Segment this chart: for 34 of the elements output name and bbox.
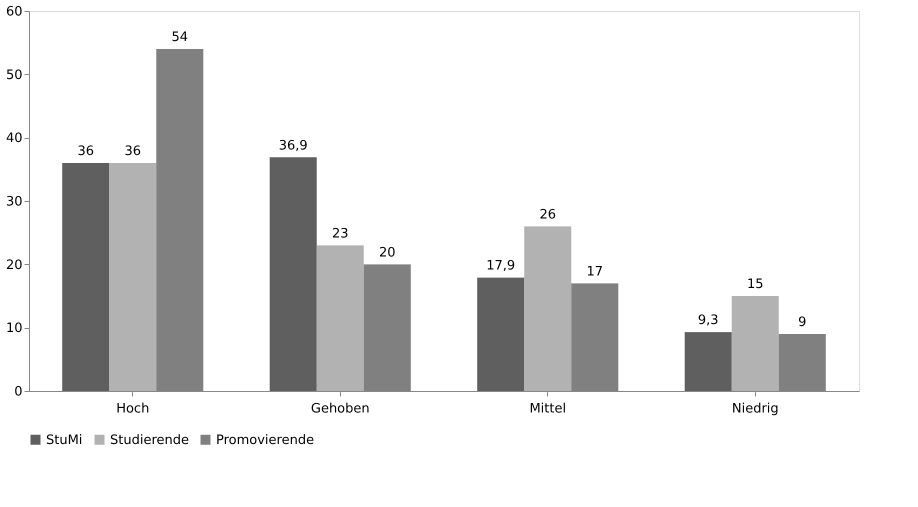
- x-tick-label: Gehoben: [310, 402, 370, 416]
- bar: [524, 226, 572, 391]
- legend-label: Promovierende: [216, 432, 314, 448]
- bar: [732, 296, 779, 391]
- legend-label: StuMi: [46, 432, 82, 448]
- data-label: 36: [77, 144, 94, 159]
- bar: [316, 245, 364, 391]
- data-label: 36: [124, 144, 142, 159]
- data-label: 9: [798, 315, 806, 330]
- legend-label: Studierende: [110, 432, 189, 448]
- data-label: 20: [379, 245, 396, 260]
- x-tick-label: Hoch: [116, 402, 150, 416]
- bar: [477, 278, 524, 391]
- bar: [109, 163, 156, 391]
- x-tick-label: Niedrig: [732, 402, 779, 416]
- y-tick-label: 30: [6, 194, 22, 210]
- y-tick-label: 60: [6, 4, 22, 20]
- data-label: 17,9: [486, 258, 516, 274]
- data-label: 54: [172, 30, 188, 45]
- bar: [62, 163, 110, 391]
- y-tick-label: 40: [6, 131, 22, 146]
- data-label: 17: [586, 264, 604, 280]
- data-label: 15: [746, 277, 764, 292]
- y-tick-label: 10: [6, 321, 22, 336]
- y-tick-label: 50: [6, 68, 22, 83]
- y-tick-label: 20: [6, 258, 22, 273]
- data-label: 26: [539, 207, 556, 222]
- data-label: 36,9: [278, 138, 308, 154]
- bar: [270, 157, 317, 391]
- data-label: 23: [332, 226, 349, 242]
- data-label: 9,3: [698, 313, 719, 328]
- y-tick-label: 0: [14, 384, 22, 400]
- bar: [684, 332, 732, 391]
- x-tick-label: Mittel: [529, 402, 566, 416]
